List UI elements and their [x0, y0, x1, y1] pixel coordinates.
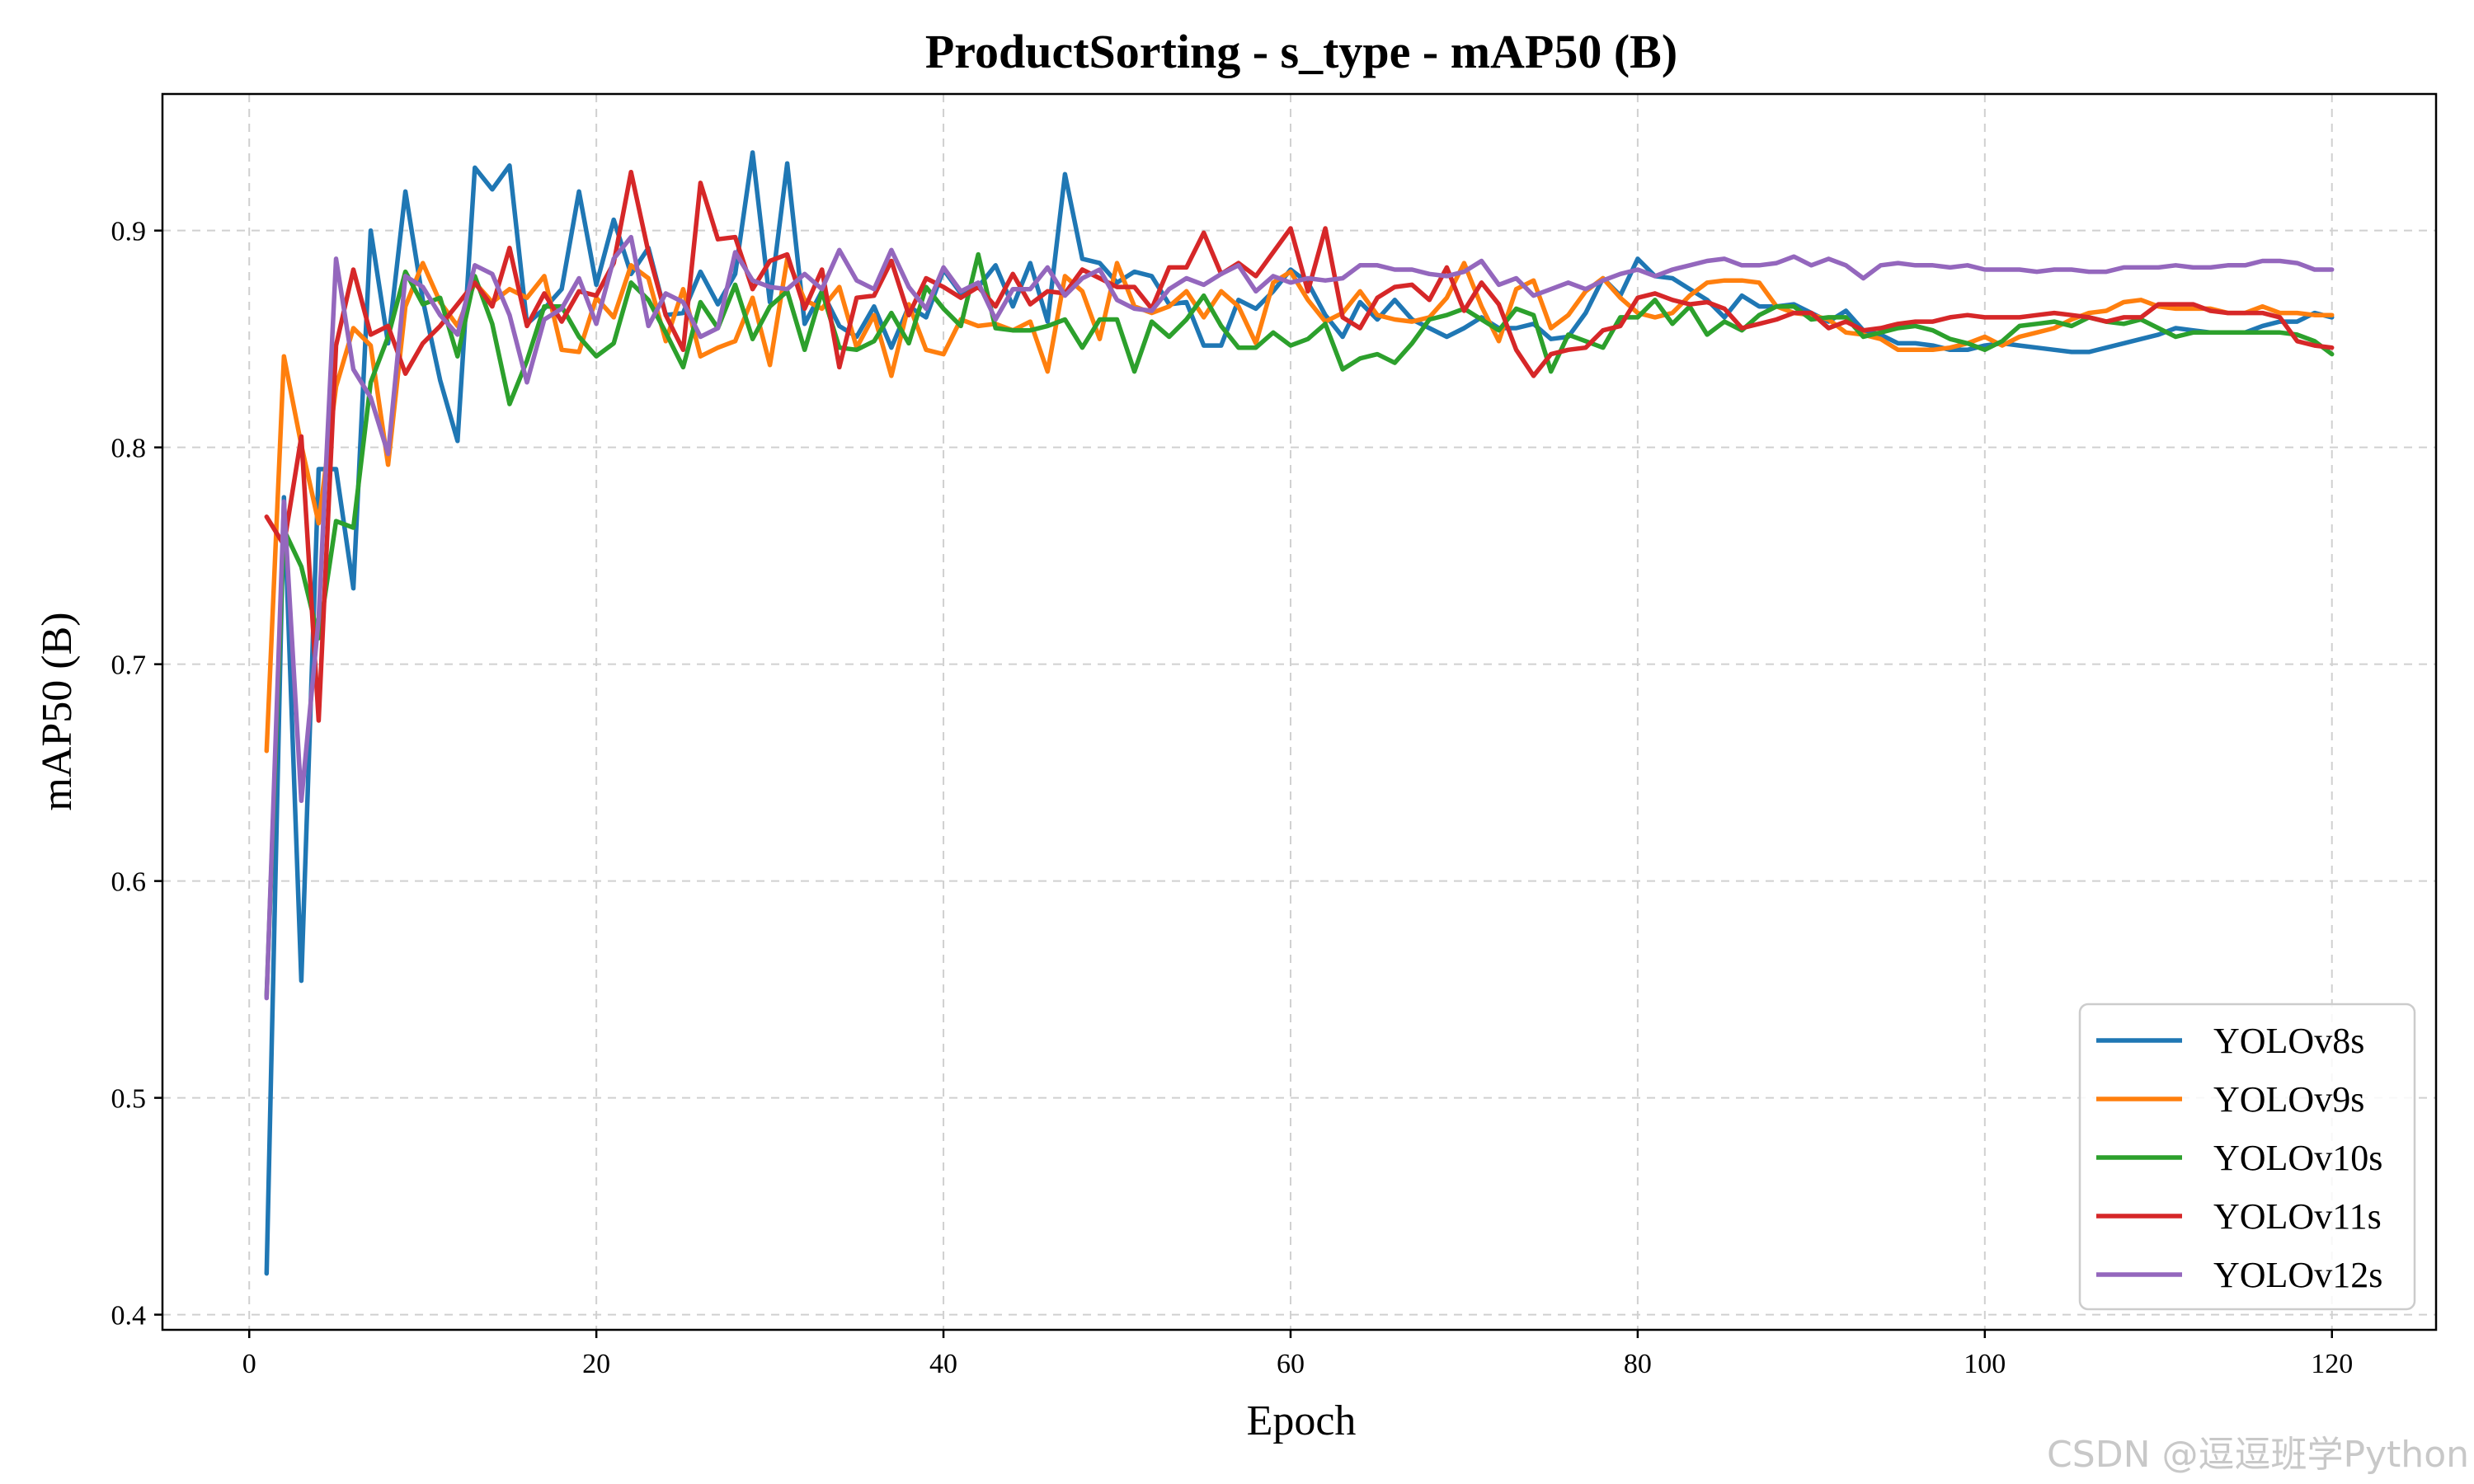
- x-tick-label: 20: [582, 1349, 610, 1379]
- x-tick-label: 40: [929, 1349, 957, 1379]
- y-tick-label: 0.5: [111, 1084, 147, 1115]
- x-tick-label: 100: [1964, 1349, 2006, 1379]
- legend-label-yolov12s: YOLOv12s: [2213, 1255, 2382, 1295]
- y-axis-label: mAP50 (B): [34, 612, 81, 810]
- x-axis-ticks: 0 20 40 60 80 100 120: [242, 1330, 2353, 1379]
- series-line-yolov8s: [264, 150, 2335, 1276]
- series-lines: [264, 150, 2335, 1276]
- y-tick-label: 0.8: [111, 434, 147, 464]
- y-tick-label: 0.9: [111, 217, 147, 247]
- series-line-yolov10s: [264, 251, 2335, 998]
- legend-label-yolov9s: YOLOv9s: [2213, 1079, 2364, 1120]
- y-axis-ticks: 0.4 0.5 0.6 0.7 0.8 0.9: [111, 217, 162, 1331]
- series-line-yolov9s: [264, 256, 2335, 754]
- legend-box: [2078, 1003, 2416, 1311]
- y-tick-label: 0.7: [111, 650, 147, 681]
- y-tick-label: 0.6: [111, 867, 147, 898]
- legend-label-yolov10s: YOLOv10s: [2213, 1138, 2382, 1178]
- x-axis-label: Epoch: [1247, 1397, 1357, 1444]
- plot-frame: [161, 92, 2438, 1331]
- chart-title: ProductSorting - s_type - mAP50 (B): [925, 25, 1677, 78]
- x-tick-label: 120: [2311, 1349, 2353, 1379]
- x-tick-label: 0: [242, 1349, 256, 1379]
- x-tick-label: 80: [1624, 1349, 1652, 1379]
- legend-label-yolov11s: YOLOv11s: [2213, 1196, 2382, 1237]
- series-line-yolov12s: [264, 234, 2335, 1001]
- watermark: CSDN @逗逗班学Python: [2047, 1434, 2469, 1476]
- legend: YOLOv8s YOLOv9s YOLOv10s YOLOv11s YOLOv12s: [2078, 1003, 2416, 1311]
- legend-label-yolov8s: YOLOv8s: [2213, 1021, 2364, 1061]
- x-tick-label: 60: [1277, 1349, 1305, 1379]
- y-tick-label: 0.4: [111, 1301, 147, 1331]
